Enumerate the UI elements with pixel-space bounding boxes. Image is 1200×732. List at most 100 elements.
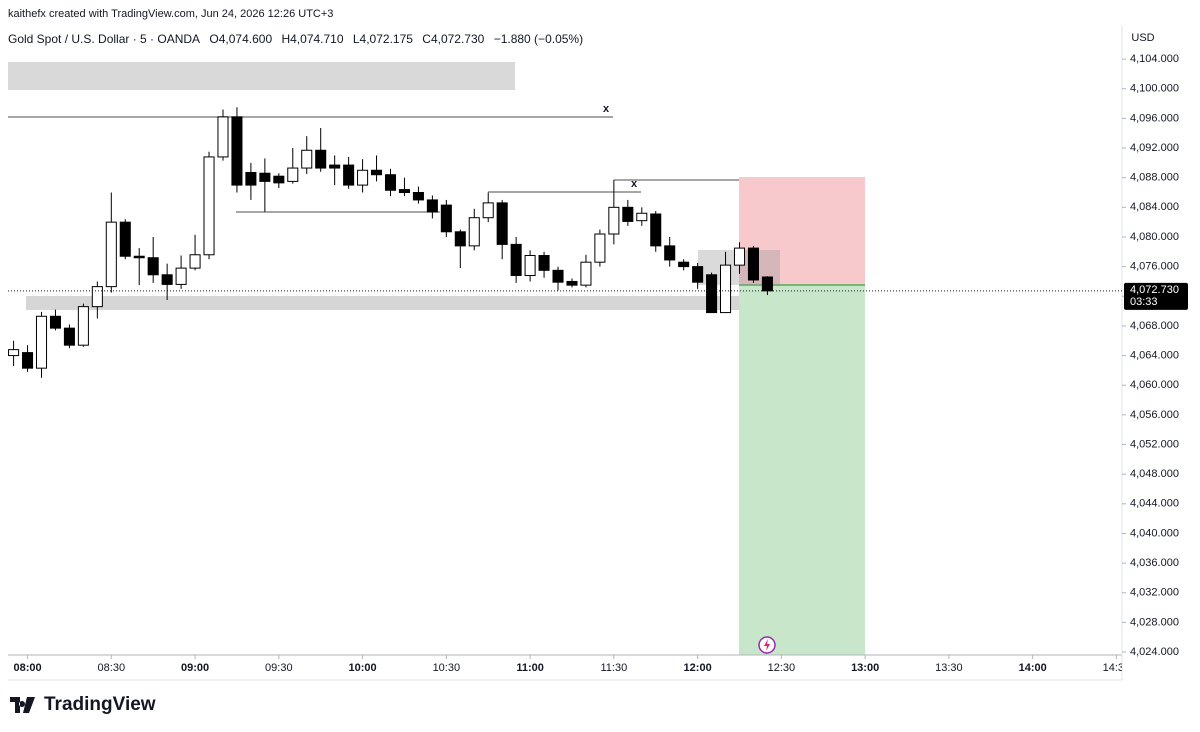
y-tick-label: 4,068.000 bbox=[1130, 320, 1179, 332]
candle-body bbox=[287, 167, 299, 182]
y-tick-label: 4,080.000 bbox=[1130, 231, 1179, 243]
y-tick-label: 4,024.000 bbox=[1130, 646, 1179, 658]
candle-body bbox=[412, 192, 424, 201]
candle-body bbox=[384, 174, 397, 191]
candle-body bbox=[608, 206, 620, 235]
last-price-box bbox=[1124, 282, 1188, 310]
candle-body bbox=[147, 257, 159, 276]
y-tick-label: 4,028.000 bbox=[1130, 616, 1179, 628]
candle-body bbox=[231, 116, 243, 186]
drawings: x x bbox=[8, 62, 865, 655]
candle-body bbox=[468, 217, 480, 247]
candle-body bbox=[203, 156, 215, 256]
candle-body bbox=[664, 245, 676, 261]
target-zone bbox=[739, 285, 865, 655]
x-tick-label: 12:30 bbox=[768, 662, 796, 674]
y-tick-label: 4,048.000 bbox=[1130, 468, 1179, 480]
candle-body bbox=[747, 247, 759, 281]
ohlc-change: −1.880 (−0.05%) bbox=[493, 32, 584, 46]
candle-body bbox=[692, 266, 704, 283]
logo: TradingView bbox=[10, 694, 156, 716]
marker: x bbox=[631, 178, 638, 190]
zone bbox=[8, 62, 515, 90]
candle-body bbox=[496, 202, 508, 245]
y-tick-label: 4,044.000 bbox=[1130, 498, 1179, 510]
x-tick-label: 08:00 bbox=[13, 662, 41, 674]
candle-body bbox=[105, 221, 117, 288]
x-tick-label: 10:00 bbox=[349, 662, 377, 674]
candle-body bbox=[398, 189, 410, 194]
countdown: 03:33 bbox=[1130, 296, 1158, 308]
candle-body bbox=[329, 164, 341, 169]
chart: x x USD 08:00 08:30 09:00 09:30 10:00 10:30 11… bbox=[8, 25, 1188, 681]
candle-body bbox=[720, 264, 732, 314]
marker: x bbox=[603, 103, 610, 115]
y-tick-label: 4,060.000 bbox=[1130, 379, 1179, 391]
candle-body bbox=[315, 149, 327, 169]
candle-body bbox=[440, 204, 452, 233]
candle-body bbox=[49, 315, 61, 329]
y-tick-label: 4,036.000 bbox=[1130, 557, 1179, 569]
ohlc-close: C4,072.730 bbox=[422, 32, 485, 46]
candle-body bbox=[119, 221, 131, 257]
y-tick-label: 4,032.000 bbox=[1130, 587, 1179, 599]
ohlc-low: L4,072.175 bbox=[352, 32, 413, 46]
y-tick-label: 4,096.000 bbox=[1130, 112, 1179, 124]
y-tick-label: 4,040.000 bbox=[1130, 527, 1179, 539]
candle-body bbox=[678, 261, 690, 268]
ohlc-open: O4,074.600 bbox=[209, 32, 273, 46]
x-labels: 08:00 08:30 09:00 09:30 10:00 10:30 11:00 11:30… bbox=[13, 662, 1131, 674]
symbol-bar: Gold Spot / U.S. Dollar · 5 · OANDA O4,0… bbox=[8, 32, 589, 46]
candle-body bbox=[133, 255, 145, 259]
stop-zone bbox=[739, 177, 865, 285]
x-tick-label: 09:30 bbox=[265, 662, 293, 674]
candle-body bbox=[175, 267, 187, 285]
currency: USD bbox=[1131, 32, 1154, 44]
y-tick-label: 4,076.000 bbox=[1130, 261, 1179, 273]
candle-body bbox=[77, 306, 89, 346]
candle-body bbox=[538, 255, 550, 271]
x-tick-label: 11:00 bbox=[516, 662, 544, 674]
y-tick-label: 4,056.000 bbox=[1130, 409, 1179, 421]
candle-body bbox=[245, 171, 257, 186]
candle-body bbox=[594, 233, 606, 263]
candle-body bbox=[189, 254, 201, 269]
candle-body bbox=[622, 206, 634, 222]
alert-bolt bbox=[764, 639, 770, 651]
x-tick-label: 14:00 bbox=[1019, 662, 1047, 674]
candle-body bbox=[566, 280, 578, 286]
ohlc-high: H4,074.710 bbox=[281, 32, 344, 46]
candle-body bbox=[301, 149, 313, 169]
candle-body bbox=[259, 172, 271, 182]
candle-body bbox=[454, 231, 466, 247]
candle-body bbox=[161, 274, 173, 285]
y-tick-label: 4,088.000 bbox=[1130, 172, 1179, 184]
candle-body bbox=[552, 269, 564, 283]
candle-body bbox=[482, 202, 494, 219]
credit: kaithefx created with TradingView.com, J… bbox=[8, 8, 334, 20]
x-tick-label: 14:30 bbox=[1103, 662, 1131, 674]
x-tick-label: 11:30 bbox=[601, 662, 628, 674]
candle-body bbox=[343, 164, 355, 186]
y-tick-label: 4,104.000 bbox=[1130, 53, 1179, 65]
logo-text: TradingView bbox=[44, 694, 156, 715]
symbol: Gold Spot / U.S. Dollar · 5 · OANDA bbox=[8, 32, 201, 46]
candle-body bbox=[35, 315, 48, 369]
candle-body bbox=[8, 349, 20, 357]
y-tick-label: 4,092.000 bbox=[1130, 142, 1179, 154]
candle-body bbox=[524, 255, 536, 277]
candle-body bbox=[22, 352, 34, 369]
y-tick-label: 4,100.000 bbox=[1130, 83, 1179, 95]
x-tick-label: 13:00 bbox=[851, 662, 879, 674]
candle-body bbox=[273, 175, 285, 184]
candle-body bbox=[371, 169, 383, 176]
candle-body bbox=[761, 276, 773, 292]
logo-mark bbox=[10, 697, 35, 713]
candle-body bbox=[733, 247, 746, 266]
x-tick-label: 08:30 bbox=[98, 662, 126, 674]
candle-body bbox=[650, 213, 662, 247]
x-tick-label: 13:30 bbox=[935, 662, 963, 674]
x-tick-label: 09:00 bbox=[181, 662, 209, 674]
candle-body bbox=[636, 212, 648, 222]
